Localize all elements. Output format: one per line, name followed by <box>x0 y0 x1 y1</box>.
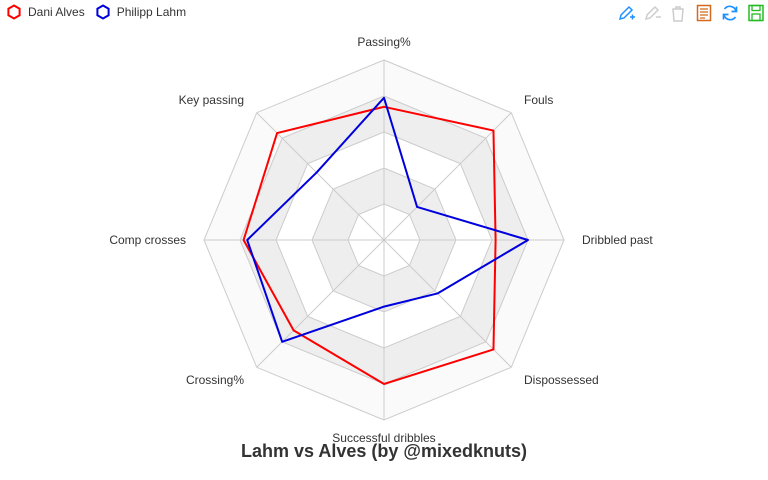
hexagon-icon <box>7 4 21 20</box>
indicator-label: Fouls <box>524 93 553 107</box>
mark-icon[interactable] <box>616 3 636 23</box>
axis-line <box>383 112 512 241</box>
legend-label: Dani Alves <box>28 5 85 19</box>
mark-clear-icon[interactable] <box>668 3 688 23</box>
indicator-label: Key passing <box>179 93 244 107</box>
mark-undo-icon[interactable] <box>642 3 662 23</box>
restore-icon[interactable] <box>720 3 740 23</box>
indicator-label: Passing% <box>357 35 411 49</box>
hexagon-icon <box>96 4 110 20</box>
indicator-label: Comp crosses <box>109 233 186 247</box>
legend-item-dani-alves[interactable]: Dani Alves <box>6 4 85 20</box>
axis-line <box>256 239 385 368</box>
save-image-icon[interactable] <box>746 3 766 23</box>
legend: Dani Alves Philipp Lahm <box>6 3 186 21</box>
toolbox <box>616 3 766 23</box>
legend-item-philipp-lahm[interactable]: Philipp Lahm <box>95 4 186 20</box>
series-line-dani-alves <box>242 105 497 385</box>
indicator-label: Dribbled past <box>582 233 653 247</box>
chart-title: Lahm vs Alves (by @mixedknuts) <box>241 441 527 461</box>
series-line-philipp-lahm <box>246 96 529 343</box>
data-view-icon[interactable] <box>694 3 714 23</box>
axis-line <box>383 239 512 368</box>
legend-label: Philipp Lahm <box>116 5 187 19</box>
indicator-label: Crossing% <box>186 373 244 387</box>
indicator-label: Dispossessed <box>524 373 599 387</box>
indicator-label: Successful dribbles <box>332 431 435 445</box>
axis-line <box>256 112 385 241</box>
